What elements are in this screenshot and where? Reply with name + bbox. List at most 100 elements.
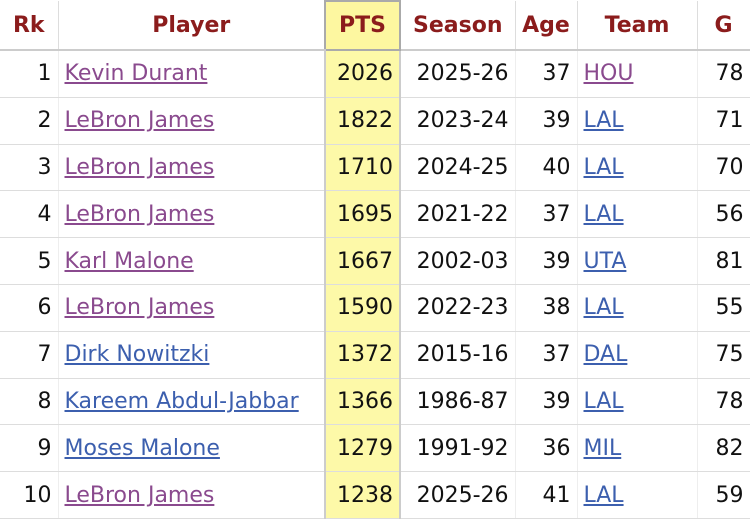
player-link[interactable]: Kareem Abdul-Jabbar — [64, 388, 299, 414]
points-cell: 1238 — [324, 471, 401, 519]
table-row: 10 LeBron James 1238 2025-26 41 LAL 59 — [0, 471, 750, 519]
points-cell: 1279 — [324, 424, 401, 473]
table-row: 2 LeBron James 1822 2023-24 39 LAL 71 — [0, 97, 750, 145]
age-cell: 37 — [515, 190, 578, 239]
rank-cell: 6 — [0, 284, 59, 332]
games-cell: 71 — [697, 97, 750, 145]
player-cell: Kareem Abdul-Jabbar — [58, 378, 326, 426]
player-link[interactable]: Karl Malone — [64, 248, 194, 274]
season-cell: 2015-16 — [400, 331, 516, 379]
rank-cell: 7 — [0, 331, 59, 379]
season-cell: 1986-87 — [400, 378, 516, 426]
games-cell: 56 — [697, 190, 750, 239]
player-link[interactable]: LeBron James — [64, 482, 215, 508]
player-link[interactable]: LeBron James — [64, 154, 215, 180]
table-row: 8 Kareem Abdul-Jabbar 1366 1986-87 39 LAL 78 — [0, 378, 750, 426]
rank-cell: 1 — [0, 50, 59, 98]
points-cell: 1590 — [324, 284, 401, 332]
season-cell: 1991-92 — [400, 424, 516, 473]
season-cell: 2025-26 — [400, 50, 516, 98]
games-cell: 70 — [697, 144, 750, 192]
table-row: 5 Karl Malone 1667 2002-03 39 UTA 81 — [0, 237, 750, 285]
player-cell: Dirk Nowitzki — [58, 331, 326, 379]
player-cell: LeBron James — [58, 144, 326, 192]
table-row: 3 LeBron James 1710 2024-25 40 LAL 70 — [0, 144, 750, 192]
team-cell: MIL — [577, 424, 698, 473]
team-link[interactable]: MIL — [583, 435, 622, 461]
column-header[interactable]: Team — [577, 1, 698, 51]
games-cell: 75 — [697, 331, 750, 379]
column-header[interactable]: G — [697, 1, 750, 51]
season-cell: 2021-22 — [400, 190, 516, 239]
points-cell: 1366 — [324, 378, 401, 426]
season-cell: 2025-26 — [400, 471, 516, 519]
team-link[interactable]: LAL — [583, 201, 624, 227]
player-cell: LeBron James — [58, 97, 326, 145]
age-cell: 40 — [515, 144, 578, 192]
points-cell: 1372 — [324, 331, 401, 379]
rank-cell: 9 — [0, 424, 59, 473]
player-link[interactable]: Dirk Nowitzki — [64, 342, 210, 368]
team-link[interactable]: LAL — [583, 154, 624, 180]
player-cell: Karl Malone — [58, 237, 326, 285]
player-cell: LeBron James — [58, 284, 326, 332]
games-cell: 59 — [697, 471, 750, 519]
player-cell: Kevin Durant — [58, 50, 326, 98]
age-cell: 37 — [515, 331, 578, 379]
player-link[interactable]: LeBron James — [64, 201, 215, 227]
table-row: 1 Kevin Durant 2026 2025-26 37 HOU 78 — [0, 50, 750, 98]
age-cell: 41 — [515, 471, 578, 519]
rank-cell: 10 — [0, 471, 59, 519]
team-link[interactable]: UTA — [583, 248, 627, 274]
table-header: Rk Player PTS Season Age Team G — [0, 0, 750, 51]
team-cell: LAL — [577, 471, 698, 519]
table-row: 7 Dirk Nowitzki 1372 2015-16 37 DAL 75 — [0, 331, 750, 379]
table-row: 4 LeBron James 1695 2021-22 37 LAL 56 — [0, 190, 750, 239]
team-link[interactable]: DAL — [583, 342, 628, 368]
season-cell: 2024-25 — [400, 144, 516, 192]
team-cell: LAL — [577, 97, 698, 145]
team-cell: LAL — [577, 378, 698, 426]
player-link[interactable]: LeBron James — [64, 108, 215, 134]
games-cell: 81 — [697, 237, 750, 285]
team-cell: LAL — [577, 190, 698, 239]
team-cell: LAL — [577, 144, 698, 192]
team-link[interactable]: LAL — [583, 482, 624, 508]
player-cell: LeBron James — [58, 190, 326, 239]
age-cell: 37 — [515, 50, 578, 98]
player-link[interactable]: Moses Malone — [64, 435, 220, 461]
team-link[interactable]: HOU — [583, 61, 634, 87]
table-row: 6 LeBron James 1590 2022-23 38 LAL 55 — [0, 284, 750, 332]
age-cell: 36 — [515, 424, 578, 473]
player-cell: Moses Malone — [58, 424, 326, 473]
games-cell: 82 — [697, 424, 750, 473]
points-cell: 2026 — [324, 50, 401, 98]
team-cell: DAL — [577, 331, 698, 379]
points-cell: 1695 — [324, 190, 401, 239]
age-cell: 39 — [515, 97, 578, 145]
games-cell: 78 — [697, 378, 750, 426]
season-cell: 2023-24 — [400, 97, 516, 145]
column-header[interactable]: Rk — [0, 1, 59, 51]
player-link[interactable]: Kevin Durant — [64, 61, 208, 87]
rank-cell: 8 — [0, 378, 59, 426]
column-header[interactable]: Age — [515, 1, 578, 51]
games-cell: 55 — [697, 284, 750, 332]
age-cell: 39 — [515, 237, 578, 285]
points-cell: 1822 — [324, 97, 401, 145]
points-cell: 1667 — [324, 237, 401, 285]
team-link[interactable]: LAL — [583, 108, 624, 134]
games-cell: 78 — [697, 50, 750, 98]
season-cell: 2002-03 — [400, 237, 516, 285]
player-link[interactable]: LeBron James — [64, 295, 215, 321]
team-link[interactable]: LAL — [583, 295, 624, 321]
column-header[interactable]: Season — [400, 1, 516, 51]
team-cell: HOU — [577, 50, 698, 98]
team-link[interactable]: LAL — [583, 388, 624, 414]
age-cell: 38 — [515, 284, 578, 332]
column-header[interactable]: PTS — [324, 0, 401, 51]
player-cell: LeBron James — [58, 471, 326, 519]
column-header[interactable]: Player — [58, 1, 326, 51]
